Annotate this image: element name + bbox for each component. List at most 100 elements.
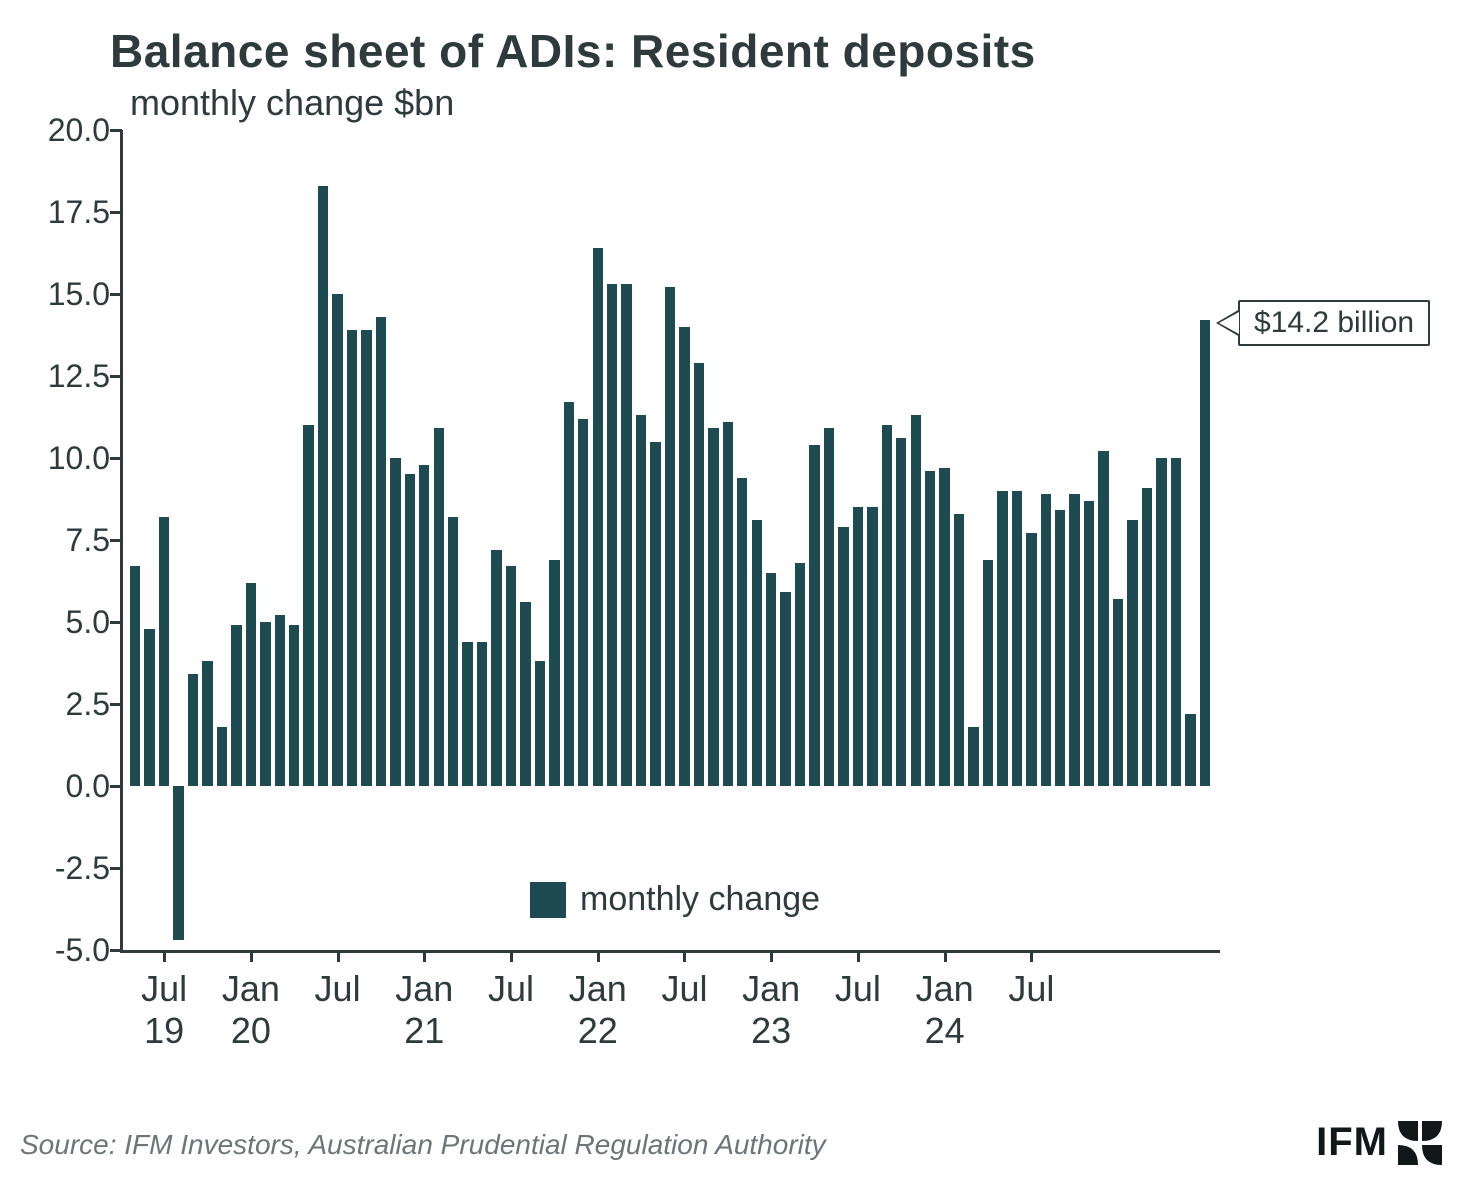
chart-title: Balance sheet of ADIs: Resident deposits [110,24,1036,78]
chart-subtitle: monthly change $bn [130,82,454,124]
value-callout: $14.2 billion [1216,300,1430,346]
bar [462,642,472,786]
x-tick-mark [163,950,166,962]
legend-label: monthly change [580,880,820,919]
x-tick-mark [1030,950,1033,962]
bar [260,622,270,786]
bar [911,415,921,786]
bar [650,442,660,786]
x-tick-label-month: Jan [916,968,974,1010]
x-tick-mark [683,950,686,962]
x-tick-label-month: Jul [315,968,361,1010]
x-tick-label-month: Jan [395,968,453,1010]
x-tick-mark [770,950,773,962]
bar [217,727,227,786]
y-tick-mark [110,129,122,132]
bar [361,330,371,786]
x-tick-mark [423,950,426,962]
x-tick-mark [510,950,513,962]
x-tick-label-month: Jan [742,968,800,1010]
bar [289,625,299,786]
bar [1012,491,1022,786]
y-tick-label: 0.0 [30,768,110,805]
bar [332,294,342,786]
bar [130,566,140,786]
bar [347,330,357,786]
x-tick-label-year: 24 [925,1010,965,1052]
y-tick-label: 7.5 [30,522,110,559]
bar [491,550,501,786]
y-tick-mark [110,457,122,460]
bar [665,287,675,786]
bar [202,661,212,786]
x-tick-mark [250,950,253,962]
bar [376,317,386,786]
bar [275,615,285,786]
bar [853,507,863,786]
y-tick-label: 15.0 [30,276,110,313]
y-tick-mark [110,375,122,378]
x-tick-label-year: 23 [751,1010,791,1052]
brand-logo-icon [1398,1121,1442,1165]
chart-page: Balance sheet of ADIs: Resident deposits… [0,0,1468,1183]
y-tick-label: 12.5 [30,358,110,395]
bar [1055,510,1065,786]
bar [636,415,646,786]
x-tick-label-year: 22 [578,1010,618,1052]
bar [448,517,458,786]
x-tick-mark [337,950,340,962]
bar [867,507,877,786]
bar [1142,488,1152,786]
y-tick-mark [110,621,122,624]
bar [506,566,516,786]
bar [824,428,834,786]
bar [737,478,747,786]
bar [621,284,631,786]
bar [896,438,906,786]
callout-arrow-icon [1216,309,1240,337]
bar [679,327,689,786]
y-tick-label: 2.5 [30,686,110,723]
legend-swatch [530,882,566,918]
y-tick-mark [110,211,122,214]
bar [318,186,328,786]
y-tick-mark [110,785,122,788]
bar [939,468,949,786]
bar [968,727,978,786]
x-tick-label-month: Jul [141,968,187,1010]
x-tick-label-month: Jul [835,968,881,1010]
bar [694,363,704,786]
bar [578,419,588,786]
bar [520,602,530,786]
x-tick-label-year: 20 [231,1010,271,1052]
y-tick-mark [110,293,122,296]
callout-text: $14.2 billion [1238,300,1430,346]
x-tick-label-month: Jul [1008,968,1054,1010]
bar [1026,533,1036,786]
bar [607,284,617,786]
bar [564,402,574,786]
bar [188,674,198,786]
bar [723,422,733,786]
brand-logo: IFM [1316,1120,1442,1165]
x-tick-label-month: Jul [661,968,707,1010]
bar [246,583,256,786]
bar [766,573,776,786]
x-tick-mark [857,950,860,962]
legend: monthly change [530,880,820,919]
y-tick-label: -5.0 [30,932,110,969]
bar [882,425,892,786]
bar [1084,501,1094,786]
x-axis-line [120,950,1220,953]
bar [1113,599,1123,786]
y-tick-mark [110,539,122,542]
y-tick-label: 5.0 [30,604,110,641]
bar [593,248,603,786]
y-tick-label: 17.5 [30,194,110,231]
bar [1098,451,1108,786]
x-tick-label-month: Jul [488,968,534,1010]
bar [405,474,415,786]
bar [144,629,154,786]
brand-logo-text: IFM [1316,1120,1388,1165]
bar [1041,494,1051,786]
